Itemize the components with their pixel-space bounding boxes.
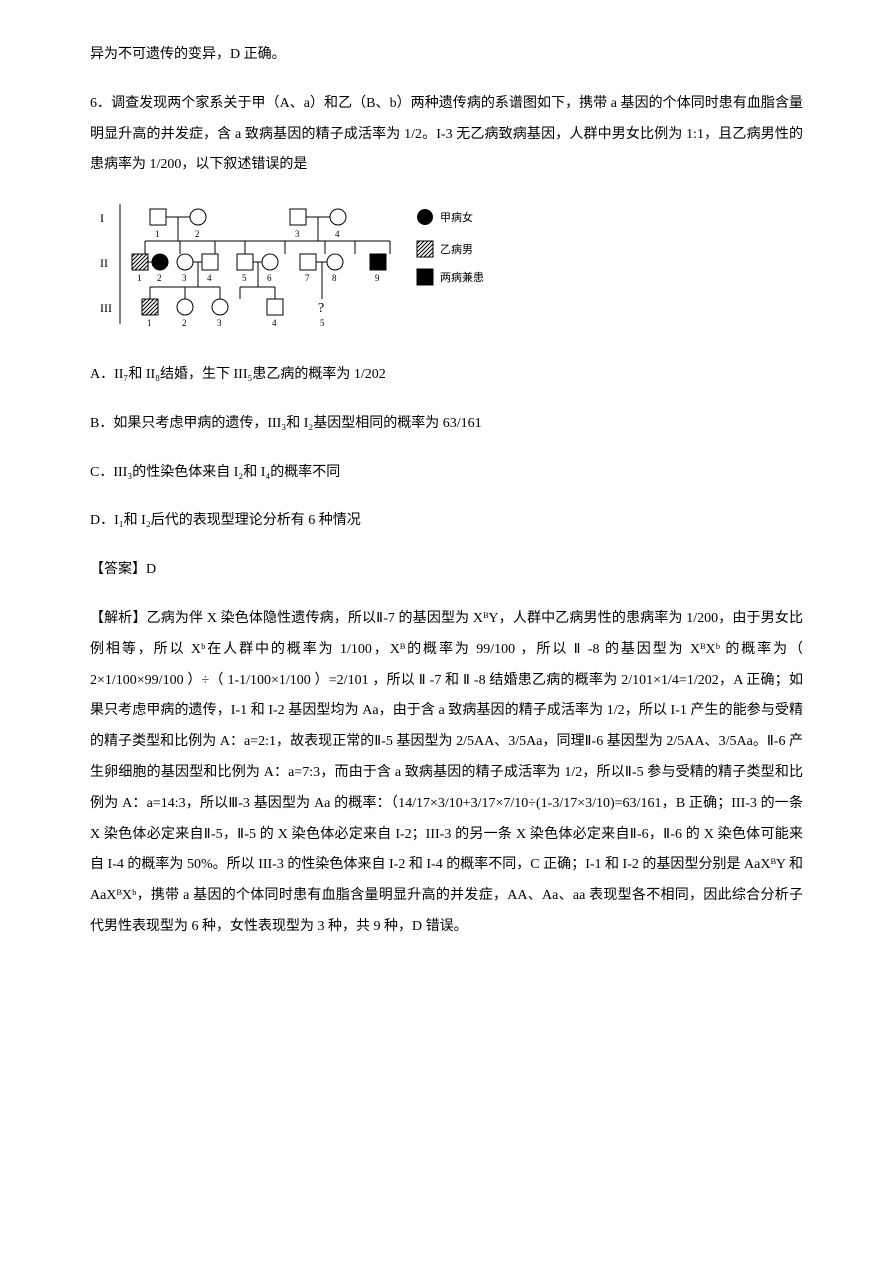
svg-text:?: ? — [318, 301, 324, 316]
svg-text:乙病男: 乙病男 — [440, 242, 473, 256]
answer: 【答案】D — [90, 555, 803, 586]
pedigree-diagram: I II III 1 2 3 4 1 2 — [90, 199, 803, 342]
svg-text:5: 5 — [242, 273, 247, 283]
pedigree-svg: I II III 1 2 3 4 1 2 — [90, 199, 510, 329]
svg-text:3: 3 — [295, 229, 300, 239]
svg-text:1: 1 — [137, 273, 142, 283]
gen-label-2: II — [100, 256, 108, 270]
svg-text:3: 3 — [217, 318, 222, 328]
svg-text:9: 9 — [375, 273, 380, 283]
intro-fragment: 异为不可遗传的变异，D 正确。 — [90, 40, 803, 71]
svg-text:3: 3 — [182, 273, 187, 283]
svg-text:2: 2 — [182, 318, 187, 328]
svg-text:4: 4 — [335, 229, 340, 239]
svg-text:4: 4 — [272, 318, 277, 328]
svg-text:8: 8 — [332, 273, 337, 283]
question-text: 6．调查发现两个家系关于甲（A、a）和乙（B、b）两种遗传病的系谱图如下，携带 … — [90, 89, 803, 181]
explanation: 【解析】乙病为伴 X 染色体隐性遗传病，所以Ⅱ-7 的基因型为 XᴮY，人群中乙… — [90, 604, 803, 943]
svg-text:甲病女: 甲病女 — [440, 210, 473, 224]
svg-text:两病兼患: 两病兼患 — [440, 270, 484, 284]
svg-text:1: 1 — [147, 318, 152, 328]
svg-text:2: 2 — [157, 273, 162, 283]
gen-label-1: I — [100, 211, 104, 225]
svg-text:5: 5 — [320, 318, 325, 328]
svg-text:6: 6 — [267, 273, 272, 283]
option-d: D．I₁和 I₂后代的表现型理论分析有 6 种情况 — [90, 506, 803, 537]
question-body: 调查发现两个家系关于甲（A、a）和乙（B、b）两种遗传病的系谱图如下，携带 a … — [90, 96, 803, 173]
question-number: 6． — [90, 96, 111, 111]
svg-text:7: 7 — [305, 273, 310, 283]
gen-label-3: III — [100, 301, 112, 315]
option-c: C．III₃的性染色体来自 I₂和 I₄的概率不同 — [90, 458, 803, 489]
svg-text:4: 4 — [207, 273, 212, 283]
option-a: A．II₇和 II₈结婚，生下 III₅患乙病的概率为 1/202 — [90, 360, 803, 391]
option-b: B．如果只考虑甲病的遗传，III₃和 I₂基因型相同的概率为 63/161 — [90, 409, 803, 440]
svg-text:2: 2 — [195, 229, 200, 239]
svg-text:1: 1 — [155, 229, 160, 239]
